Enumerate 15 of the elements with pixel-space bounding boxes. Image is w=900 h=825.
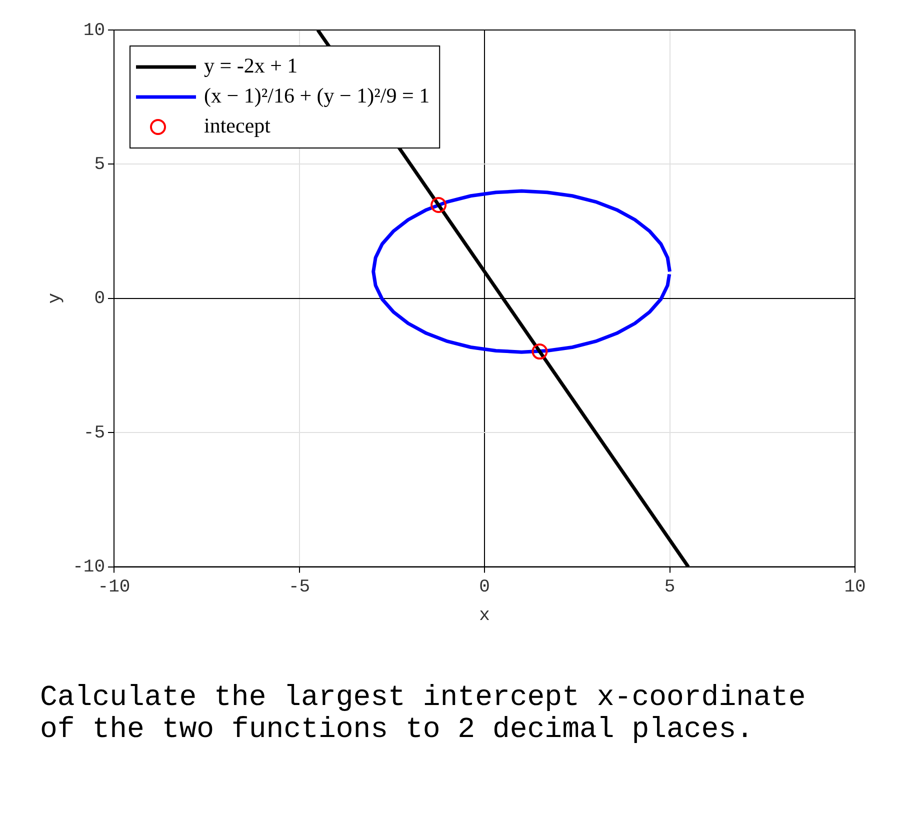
y-axis-title: y [46, 292, 66, 304]
legend-label: intecept [204, 114, 271, 138]
x-axis-title: x [479, 606, 490, 626]
y-tick-label: 10 [83, 20, 106, 41]
x-tick-label: 0 [479, 577, 490, 598]
legend-label: (x − 1)²/16 + (y − 1)²/9 = 1 [204, 84, 430, 108]
text: Calculate the largest intercept x-coordinate of the two functions to 2 decimal places. [40, 681, 807, 746]
y-tick-label: 5 [94, 154, 106, 175]
x-tick-label: 10 [844, 577, 866, 598]
legend-label: y = -2x + 1 [204, 54, 298, 78]
x-tick-label: -5 [288, 577, 310, 598]
y-tick-label: -5 [83, 423, 106, 444]
y-tick-label: 0 [94, 289, 106, 310]
y-tick-label: -10 [72, 558, 106, 578]
x-tick-label: 5 [664, 577, 676, 598]
